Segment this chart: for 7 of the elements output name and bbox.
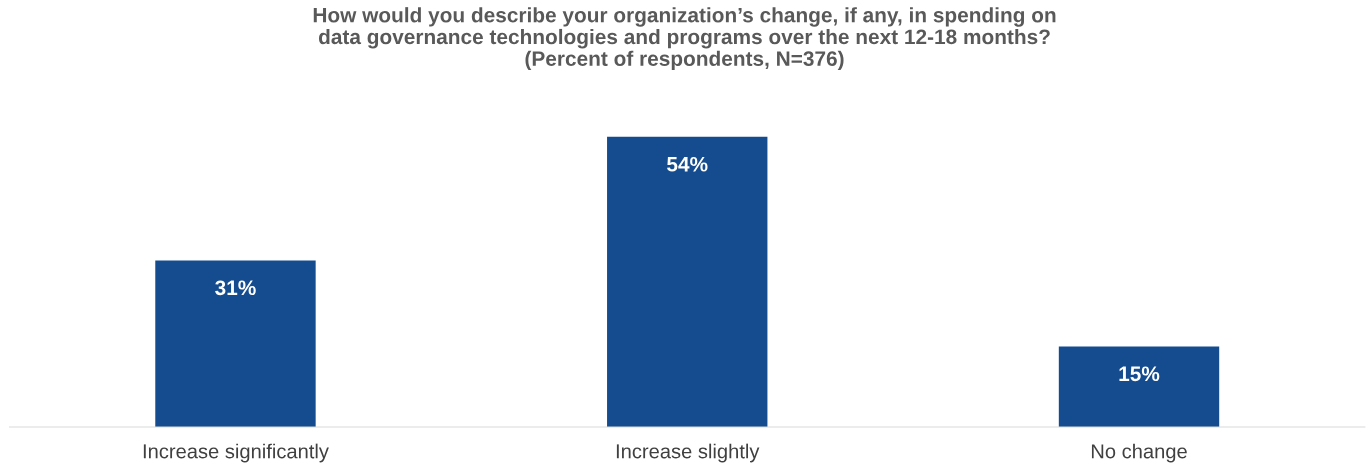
x-tick-label: Increase slightly <box>616 443 760 463</box>
x-tick-label: Increase significantly <box>143 443 329 463</box>
data-label: 54% <box>667 156 708 172</box>
data-label: 31% <box>215 280 256 296</box>
x-tick-label: No change <box>1091 443 1187 463</box>
chart-title: How would you describe your organization’s change, if any, in spending on data governance technologies and programs over the next 12-18 months? (Percent of respondents, N=376) <box>313 7 1056 71</box>
data-label: 15% <box>1119 366 1160 382</box>
